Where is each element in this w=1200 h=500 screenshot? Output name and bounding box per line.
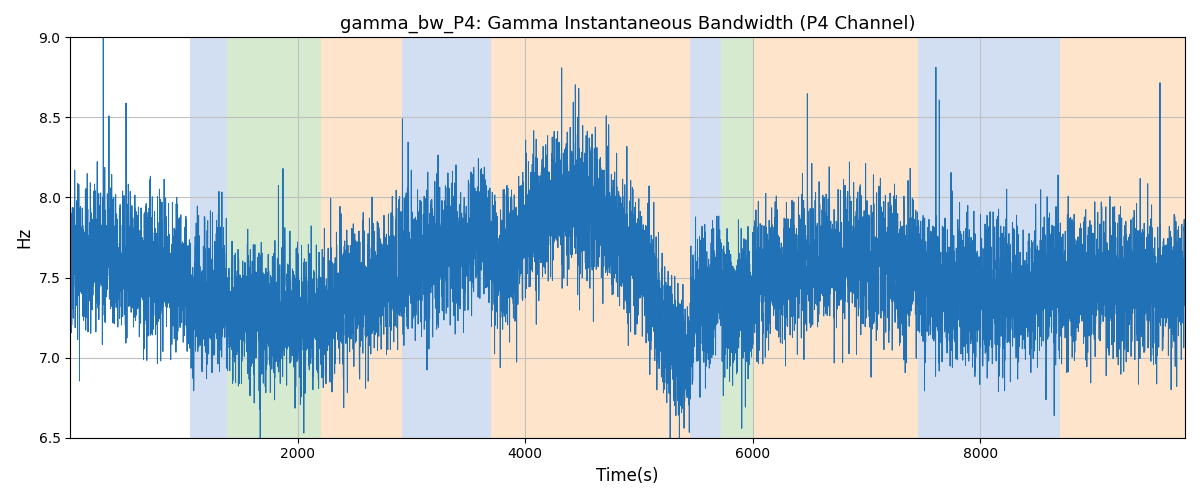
Bar	[434, 38, 491, 438]
Bar	[190, 38, 227, 438]
Bar	[402, 38, 434, 438]
Bar	[690, 38, 721, 438]
Bar	[752, 38, 918, 438]
Bar	[721, 38, 752, 438]
Bar	[918, 38, 1060, 438]
Bar	[1060, 38, 1186, 438]
Bar	[227, 38, 320, 438]
Bar	[491, 38, 690, 438]
Bar	[320, 38, 402, 438]
X-axis label: Time(s): Time(s)	[596, 467, 659, 485]
Y-axis label: Hz: Hz	[16, 227, 34, 248]
Title: gamma_bw_P4: Gamma Instantaneous Bandwidth (P4 Channel): gamma_bw_P4: Gamma Instantaneous Bandwid…	[340, 15, 916, 34]
